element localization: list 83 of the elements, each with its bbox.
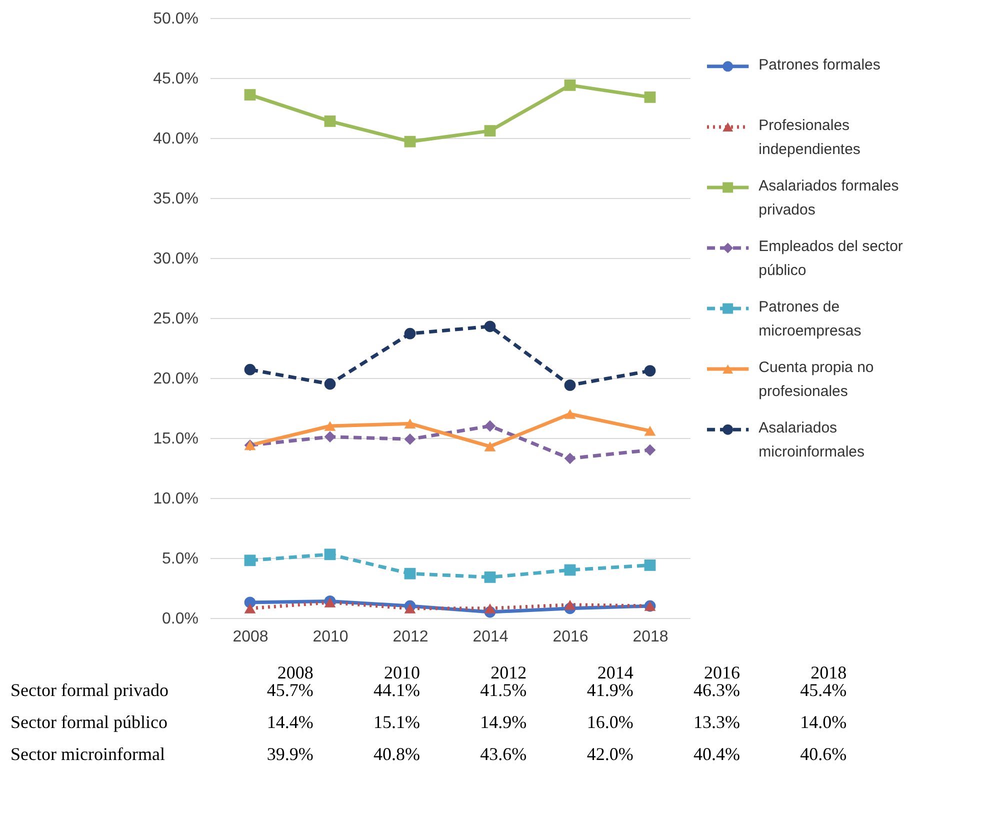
x-tick-label: 2016: [552, 628, 588, 646]
point: [644, 365, 656, 376]
y-tick-label: 45.0%: [153, 70, 198, 88]
legend-label: Cuenta propia no profesionales: [758, 359, 874, 400]
point: [324, 116, 336, 127]
data-label: 40.4%: [694, 744, 740, 764]
y-tick-label: 0.0%: [162, 610, 198, 628]
point: [324, 378, 336, 390]
point: [484, 125, 496, 136]
point: [484, 603, 496, 614]
data-label: 13.3%: [694, 712, 740, 732]
y-tick-label: 40.0%: [153, 130, 198, 148]
data-label: 40.8%: [374, 744, 420, 764]
x-tick-label: 2018: [810, 662, 847, 682]
data-label: 42.0%: [586, 744, 634, 764]
point: [244, 554, 256, 566]
y-tick-label: 15.0%: [153, 430, 198, 448]
point: [404, 603, 416, 614]
point: [644, 92, 656, 103]
x-tick-label: 2008: [277, 662, 314, 682]
point: [404, 136, 416, 148]
y-tick-label: 30.0%: [153, 250, 198, 268]
legend-label: Patrones formales: [758, 56, 880, 74]
point: [564, 600, 576, 610]
point: [404, 434, 416, 445]
x-tick-label: 2014: [597, 662, 634, 682]
point: [404, 568, 416, 580]
point: [564, 409, 576, 419]
x-tick-label: 2010: [312, 628, 348, 646]
y-tick-label: 35.0%: [153, 190, 198, 208]
data-label: 44.1%: [374, 680, 420, 700]
legend-label: Asalariados microinformales: [758, 420, 865, 461]
data-label: 39.9%: [266, 744, 314, 764]
point: [564, 380, 576, 391]
point: [324, 548, 336, 560]
point: [324, 431, 336, 442]
data-label: 46.3%: [694, 680, 740, 700]
x-tick-label: 2012: [392, 628, 428, 646]
data-label: 40.6%: [800, 744, 847, 764]
point: [484, 441, 496, 452]
legend-label: Profesionales independientes: [758, 116, 860, 158]
point: [564, 452, 576, 464]
legend-label: Patrones de microempresas: [758, 298, 862, 340]
legend-label: Empleados del sector público: [758, 238, 903, 279]
point: [244, 89, 256, 100]
data-label: 45.4%: [800, 680, 847, 700]
y-tick-label: 20.0%: [153, 370, 198, 388]
point: [484, 320, 496, 332]
legend-label: Asalariados formales privados: [758, 177, 899, 218]
y-tick-label: 5.0%: [162, 550, 198, 568]
point: [324, 421, 336, 431]
data-label: 15.1%: [374, 712, 420, 732]
data-label: 41.9%: [586, 680, 634, 700]
point: [404, 418, 416, 429]
y-tick-label: 25.0%: [153, 310, 198, 328]
point: [644, 444, 656, 456]
data-label: 16.0%: [586, 712, 634, 732]
data-label: 14.0%: [800, 712, 847, 732]
data-label: 14.9%: [480, 712, 527, 732]
x-tick-label: 2008: [232, 628, 268, 646]
point: [644, 426, 656, 436]
x-tick-label: 2018: [632, 628, 668, 646]
point: [404, 328, 416, 340]
y-tick-label: 10.0%: [153, 490, 198, 508]
point: [564, 564, 576, 576]
y-tick-label: 50.0%: [153, 10, 198, 28]
data-label: 43.6%: [480, 744, 527, 764]
data-label: 45.7%: [266, 680, 314, 700]
y-tick-label: Sector microinformal: [10, 744, 165, 764]
x-tick-label: 2014: [472, 628, 508, 646]
x-tick-label: 2012: [490, 662, 527, 682]
x-tick-label: 2016: [704, 662, 740, 682]
data-label: 41.5%: [480, 680, 527, 700]
point: [484, 420, 496, 432]
point: [484, 572, 496, 583]
point: [644, 560, 656, 571]
data-label: 14.4%: [266, 712, 314, 732]
x-tick-label: 2010: [384, 662, 420, 682]
y-tick-label: Sector formal público: [10, 712, 168, 732]
point: [244, 364, 256, 376]
point: [244, 603, 256, 614]
point: [564, 80, 576, 91]
y-tick-label: Sector formal privado: [10, 680, 168, 700]
